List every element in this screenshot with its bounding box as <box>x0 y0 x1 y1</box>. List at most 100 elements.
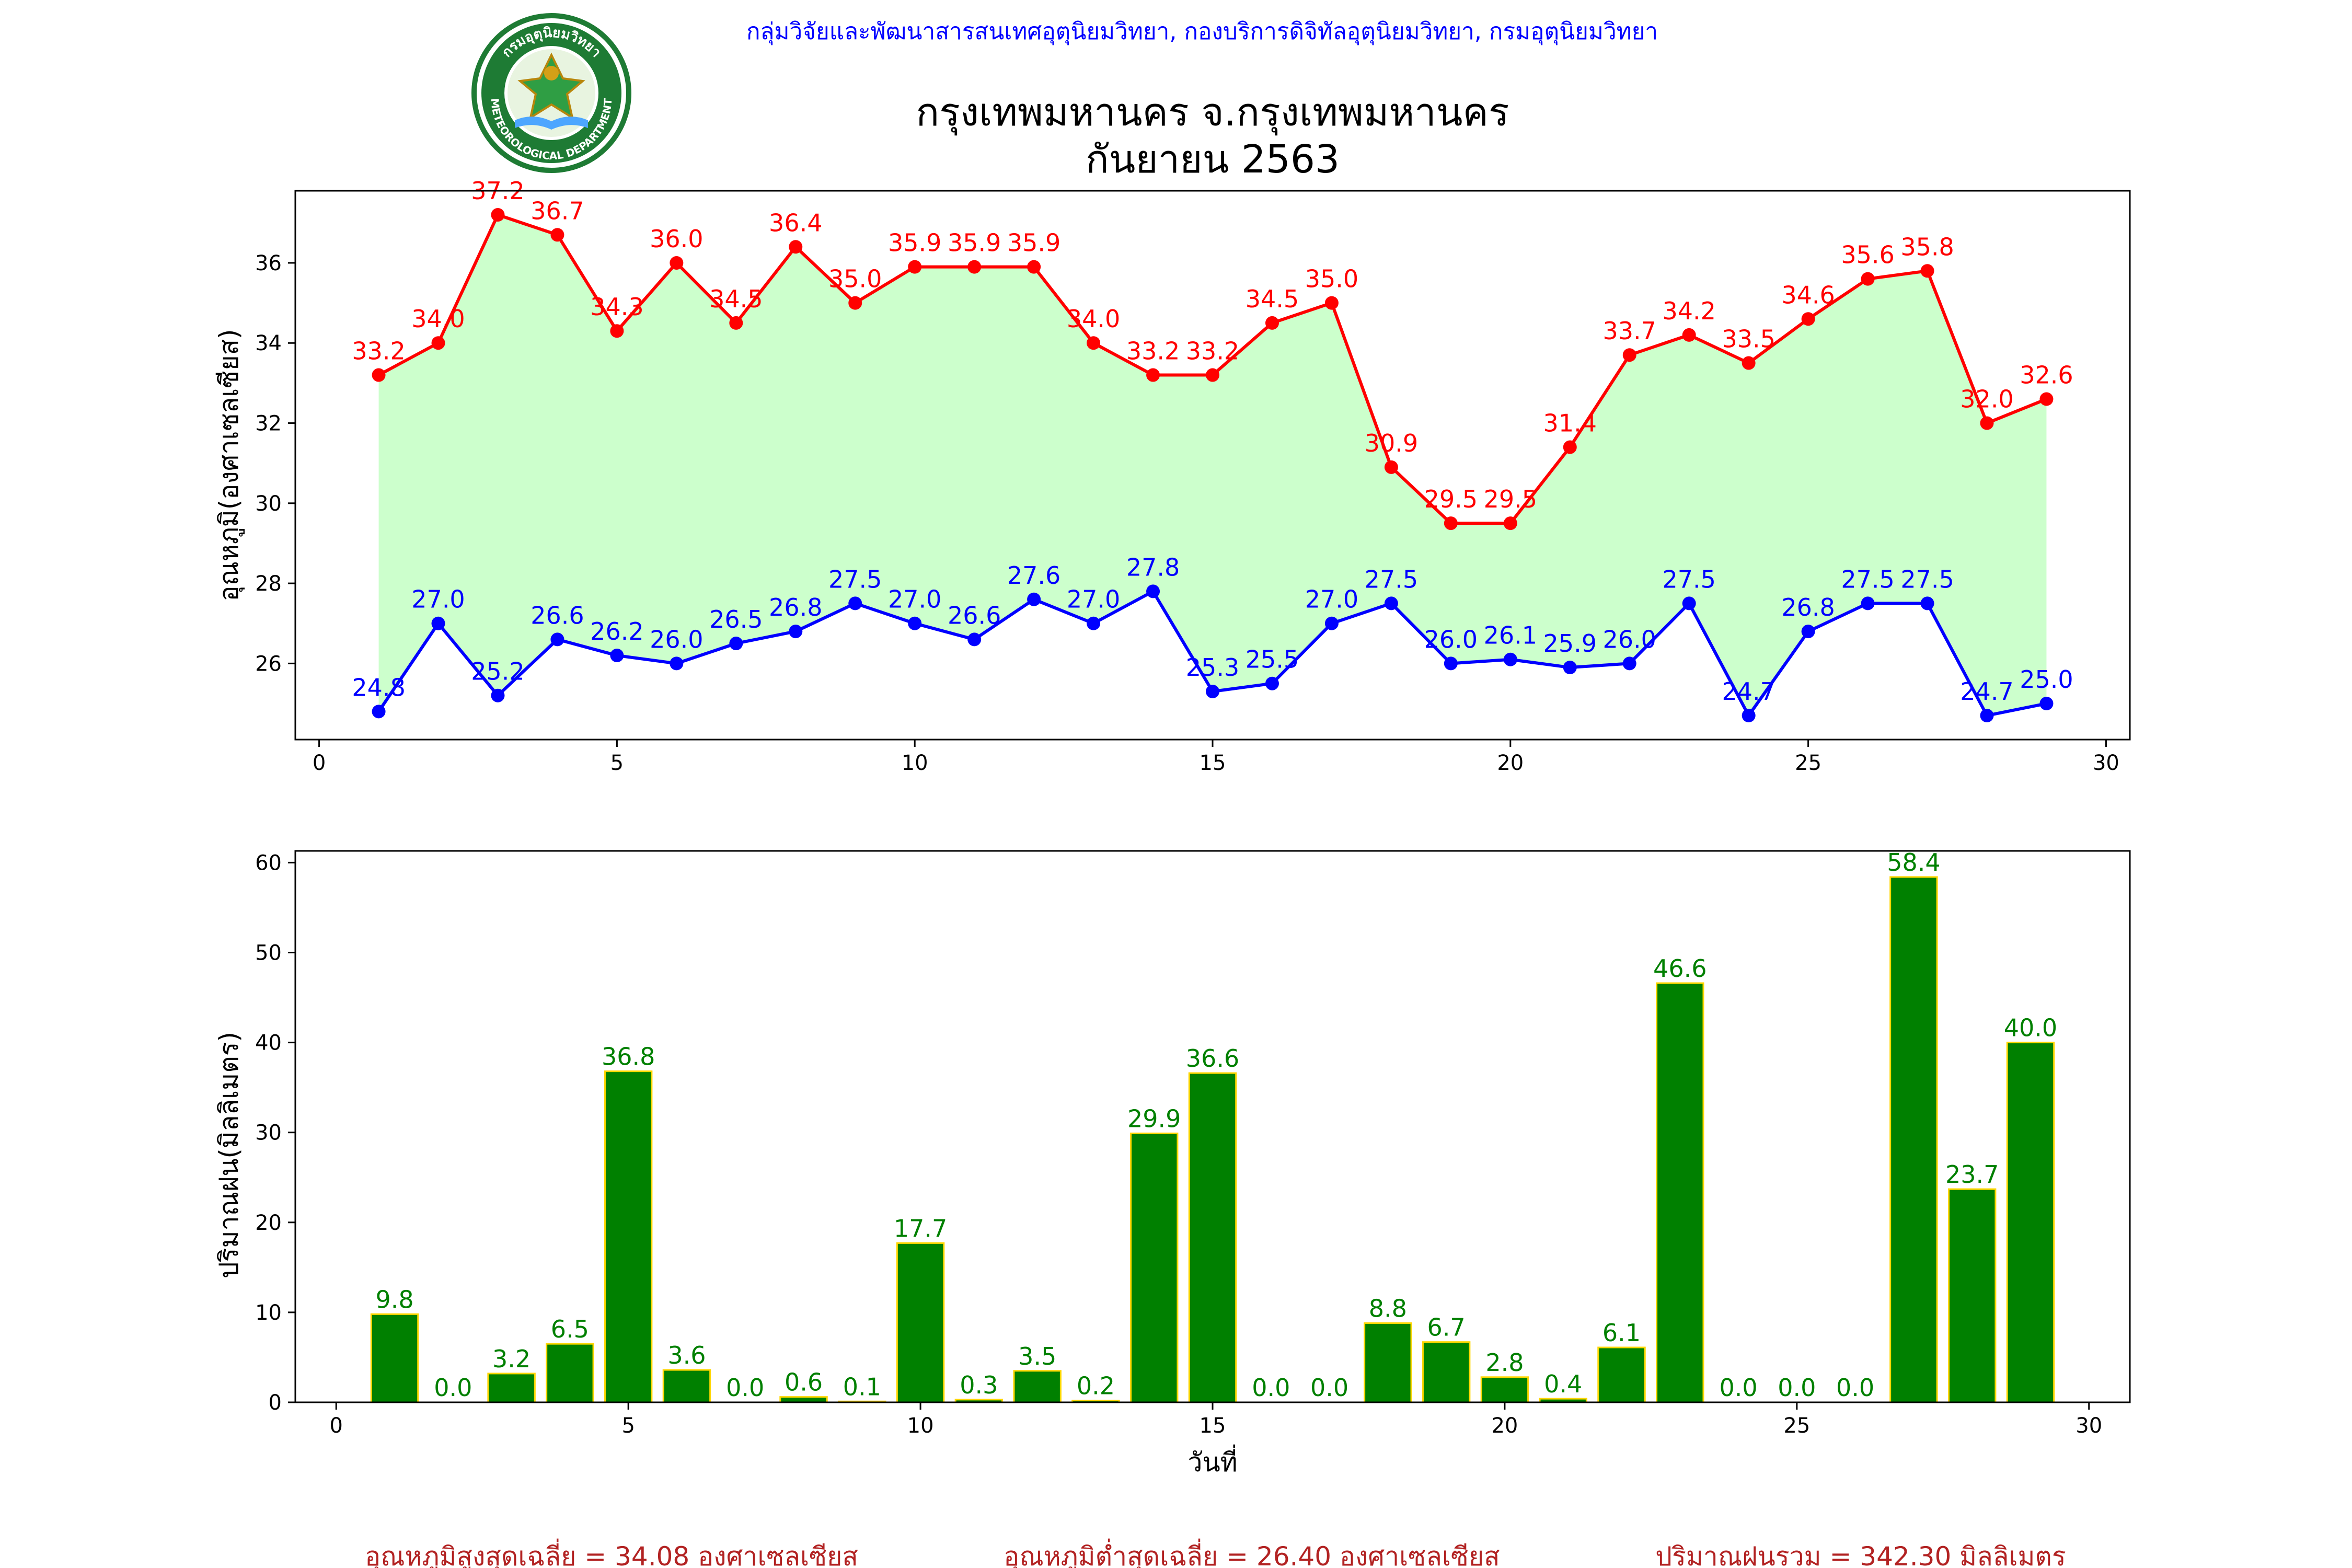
min-temp-data-label: 27.5 <box>1662 565 1715 593</box>
rainfall-x-tick-label: 15 <box>1200 1414 1226 1438</box>
rainfall-bar <box>487 1373 536 1403</box>
temperature-y-tick-label: 34 <box>255 331 282 355</box>
footer-avg-min-temp: อุณหภูมิต่ำสุดเฉลี่ย = 26.40 องศาเซลเซีย… <box>1004 1539 1500 1568</box>
max-temp-data-label: 35.6 <box>1841 241 1894 269</box>
max-temp-data-label: 33.2 <box>1186 337 1239 365</box>
max-temp-point <box>1206 368 1219 382</box>
max-temp-data-label: 34.2 <box>1662 297 1715 325</box>
max-temp-data-label: 33.2 <box>1126 337 1180 365</box>
min-temp-data-label: 26.6 <box>531 601 584 629</box>
temperature-plot-frame <box>294 190 2131 741</box>
rainfall-y-tick-label: 20 <box>255 1211 282 1235</box>
temperature-x-tick-label: 5 <box>610 751 624 775</box>
max-temp-point <box>908 260 922 274</box>
temperature-y-tick-label: 26 <box>255 652 282 676</box>
min-temp-point <box>550 632 564 647</box>
footer-total-rainfall: ปริมาณฝนรวม = 342.30 มิลลิเมตร <box>1655 1541 2066 1568</box>
rainfall-bar <box>1013 1370 1062 1403</box>
temperature-x-tick-label: 20 <box>1497 751 1524 775</box>
temperature-y-tick-label: 28 <box>255 572 282 596</box>
min-temp-data-label: 27.0 <box>1305 585 1358 614</box>
rainfall-data-label: 58.4 <box>1887 848 1940 877</box>
min-temp-point <box>2039 697 2054 711</box>
max-temp-point <box>967 260 982 274</box>
min-temp-data-label: 27.5 <box>1900 565 1954 593</box>
rainfall-y-tick-label: 50 <box>255 941 282 965</box>
max-temp-data-label: 34.0 <box>411 305 465 333</box>
min-temp-point <box>1980 709 1994 723</box>
rainfall-bar <box>546 1343 594 1403</box>
max-temp-point <box>1563 440 1577 454</box>
rainfall-x-tick-label: 5 <box>621 1414 635 1438</box>
rainfall-x-tick-label: 20 <box>1491 1414 1518 1438</box>
min-temp-point <box>1563 661 1577 675</box>
min-temp-data-label: 27.5 <box>1365 565 1418 593</box>
rainfall-bar <box>1947 1188 1997 1403</box>
max-temp-data-label: 35.8 <box>1900 233 1954 261</box>
min-temp-point <box>1861 596 1875 610</box>
min-temp-data-label: 24.7 <box>1722 677 1775 706</box>
max-temp-point <box>729 316 743 330</box>
max-temp-point <box>1503 516 1517 531</box>
min-temp-data-label: 26.0 <box>650 625 703 653</box>
rainfall-chart: ปริมาณฝน(มิลลิเมตร) วันที่ 0 5 10 15 20 25 30 0… <box>214 848 2131 1478</box>
min-temp-point <box>1324 616 1339 630</box>
max-temp-point <box>1384 460 1398 474</box>
rainfall-data-label: 0.2 <box>1077 1372 1115 1400</box>
rainfall-data-label: 9.8 <box>375 1285 413 1313</box>
max-temp-point <box>1087 336 1101 350</box>
max-temp-data-label: 33.7 <box>1603 317 1656 345</box>
min-temp-data-label: 25.5 <box>1246 645 1299 674</box>
min-temp-point <box>431 616 445 630</box>
max-temp-point <box>1980 416 1994 430</box>
min-temp-point <box>670 656 684 671</box>
min-temp-data-label: 27.5 <box>1841 565 1894 593</box>
rainfall-x-tick-label: 10 <box>907 1414 934 1438</box>
min-temp-point <box>789 625 803 639</box>
rainfall-bar <box>604 1070 653 1403</box>
min-temp-point <box>1265 676 1279 690</box>
min-temp-data-label: 24.8 <box>352 673 405 701</box>
rainfall-bar <box>1597 1346 1646 1403</box>
min-temp-data-label: 27.0 <box>411 585 465 614</box>
max-temp-data-label: 35.0 <box>828 265 882 293</box>
rainfall-data-label: 3.5 <box>1018 1342 1056 1370</box>
rainfall-bar <box>370 1313 419 1403</box>
rainfall-bar <box>1422 1341 1471 1403</box>
min-temp-data-label: 26.8 <box>769 593 822 621</box>
rainfall-data-label: 40.0 <box>2004 1014 2057 1042</box>
min-temp-point <box>1682 596 1696 610</box>
temperature-x-tick-label: 30 <box>2093 751 2119 775</box>
chart-title-line1: กรุงเทพมหานคร จ.กรุงเทพมหานคร <box>916 90 1509 136</box>
max-temp-point <box>1920 264 1934 278</box>
min-temp-point <box>729 637 743 651</box>
rainfall-bar <box>1364 1322 1412 1403</box>
max-temp-point <box>1801 312 1815 326</box>
max-temp-data-label: 34.5 <box>1246 285 1299 313</box>
rainfall-data-label: 0.6 <box>785 1368 823 1397</box>
rainfall-data-label: 0.4 <box>1544 1370 1582 1398</box>
max-temp-data-label: 35.9 <box>1007 229 1060 257</box>
max-temp-data-label: 33.2 <box>352 337 405 365</box>
rainfall-data-label: 36.6 <box>1186 1044 1239 1073</box>
rainfall-data-label: 0.0 <box>1719 1374 1757 1402</box>
rainfall-data-label: 0.0 <box>434 1374 472 1402</box>
rainfall-y-tick-label: 10 <box>255 1301 282 1325</box>
max-temp-point <box>1146 368 1160 382</box>
rainfall-data-label: 8.8 <box>1369 1295 1407 1323</box>
rainfall-data-label: 46.6 <box>1653 954 1707 983</box>
temperature-x-tick-label: 25 <box>1795 751 1821 775</box>
rainfall-data-label: 2.8 <box>1485 1348 1524 1377</box>
rainfall-bar <box>1480 1376 1529 1403</box>
max-temp-data-label: 31.4 <box>1543 409 1597 437</box>
met-department-logo: กรมอุตุนิยมวิทยา METEOROLOGICAL DEPARTME… <box>471 13 631 173</box>
rainfall-bar <box>779 1396 828 1403</box>
rainfall-data-label: 0.0 <box>1778 1374 1816 1402</box>
max-temp-data-label: 32.0 <box>1960 385 2013 413</box>
max-temp-data-label: 32.6 <box>2020 361 2073 389</box>
chart-title-line2: กันยายน 2563 <box>1086 137 1340 182</box>
rainfall-y-tick-label: 0 <box>269 1391 282 1415</box>
min-temp-data-label: 26.0 <box>1424 625 1478 653</box>
rainfall-data-label: 0.0 <box>1252 1374 1290 1402</box>
max-temp-point <box>848 296 862 310</box>
